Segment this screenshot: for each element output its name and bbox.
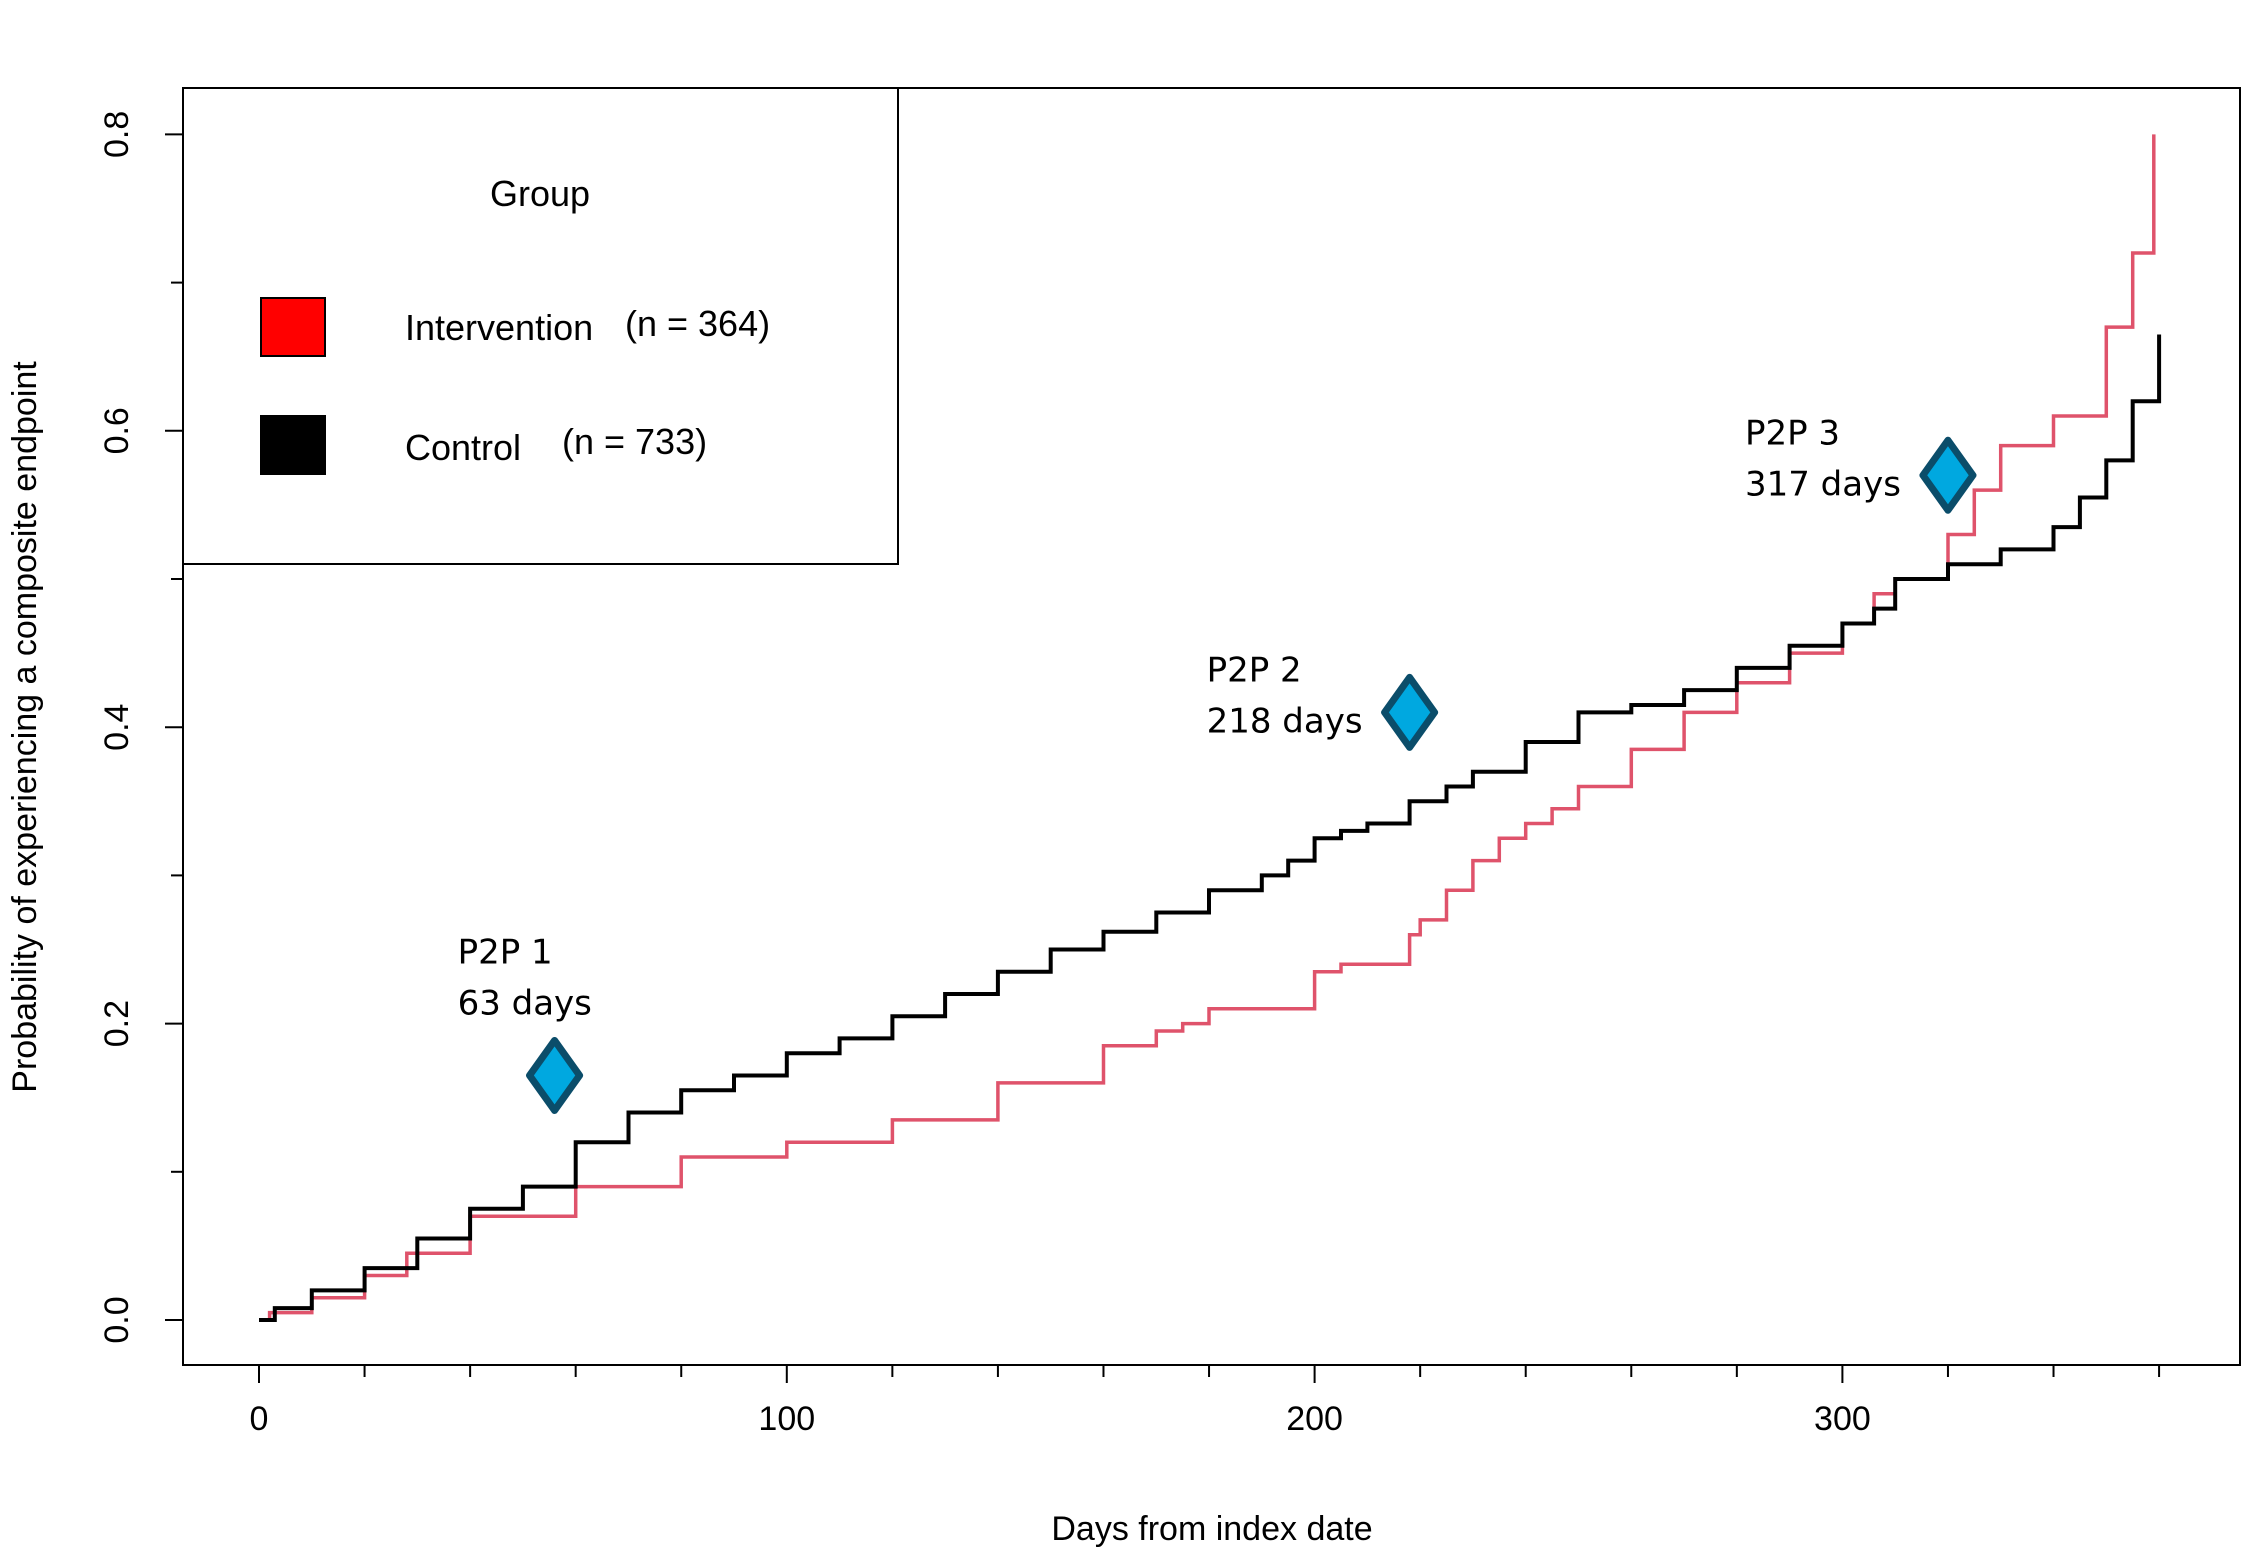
x-tick-label: 300 — [1814, 1400, 1871, 1438]
y-tick-label: 0.4 — [98, 704, 136, 751]
x-axis: 0 100 200 300 — [250, 1364, 2161, 1438]
p2p-marker-2 — [1381, 673, 1439, 751]
x-tick-label: 200 — [1286, 1400, 1343, 1438]
x-tick-label: 100 — [758, 1400, 815, 1438]
p2p-marker-3 — [1919, 436, 1977, 514]
p2p-label-3: P2P 3 — [1745, 413, 1840, 453]
x-tick-label: 0 — [250, 1400, 269, 1438]
annotation-group: P2P 1 63 days P2P 2 218 days P2P 3 317 days — [458, 413, 1977, 1114]
legend-label-control: Control — [405, 427, 521, 468]
legend: Group Intervention (n = 364) Control (n … — [182, 87, 899, 565]
y-axis: 0.0 0.2 0.4 0.6 0.8 — [98, 111, 184, 1344]
y-tick-label: 0.0 — [98, 1296, 136, 1343]
legend-title: Group — [490, 173, 590, 214]
y-tick-label: 0.2 — [98, 1000, 136, 1047]
x-axis-title: Days from index date — [1051, 1510, 1372, 1548]
legend-count-intervention: (n = 364) — [625, 303, 770, 344]
p2p-label-1: P2P 1 — [458, 932, 553, 972]
p2p-days-3: 317 days — [1745, 464, 1901, 504]
y-tick-label: 0.6 — [98, 407, 136, 454]
y-axis-title: Probability of experiencing a composite … — [6, 361, 44, 1093]
legend-swatch-control — [260, 415, 326, 475]
p2p-days-2: 218 days — [1207, 701, 1363, 741]
p2p-label-2: P2P 2 — [1207, 650, 1302, 690]
series-line-control — [259, 334, 2162, 1322]
p2p-marker-1 — [526, 1036, 584, 1114]
y-tick-label: 0.8 — [98, 111, 136, 158]
legend-count-control: (n = 733) — [562, 421, 707, 462]
legend-swatch-intervention — [260, 297, 326, 357]
p2p-days-1: 63 days — [458, 983, 592, 1023]
series-group — [259, 134, 2162, 1322]
legend-label-intervention: Intervention — [405, 307, 593, 348]
